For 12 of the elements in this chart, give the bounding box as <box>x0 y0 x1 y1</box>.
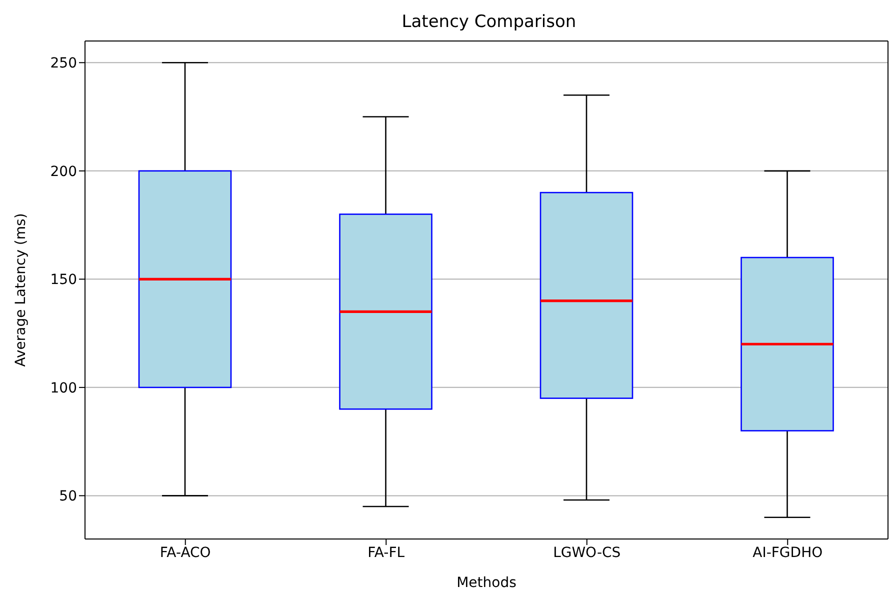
y-tick-label: 200 <box>50 164 77 180</box>
x-tick-label: AI-FGDHO <box>752 544 823 561</box>
y-axis-title: Average Latency (ms) <box>12 213 29 367</box>
y-tick-label: 250 <box>50 56 77 72</box>
x-axis-title: Methods <box>456 575 516 591</box>
chart-title: Latency Comparison <box>400 11 578 34</box>
y-tick-label: 100 <box>50 380 77 396</box>
x-tick-label: FA-FL <box>368 544 405 561</box>
y-tick-label: 150 <box>50 272 77 288</box>
x-tick-label: LGWO-CS <box>553 544 621 561</box>
x-tick-label: FA-ACO <box>160 544 211 561</box>
y-tick-label: 50 <box>59 488 77 505</box>
